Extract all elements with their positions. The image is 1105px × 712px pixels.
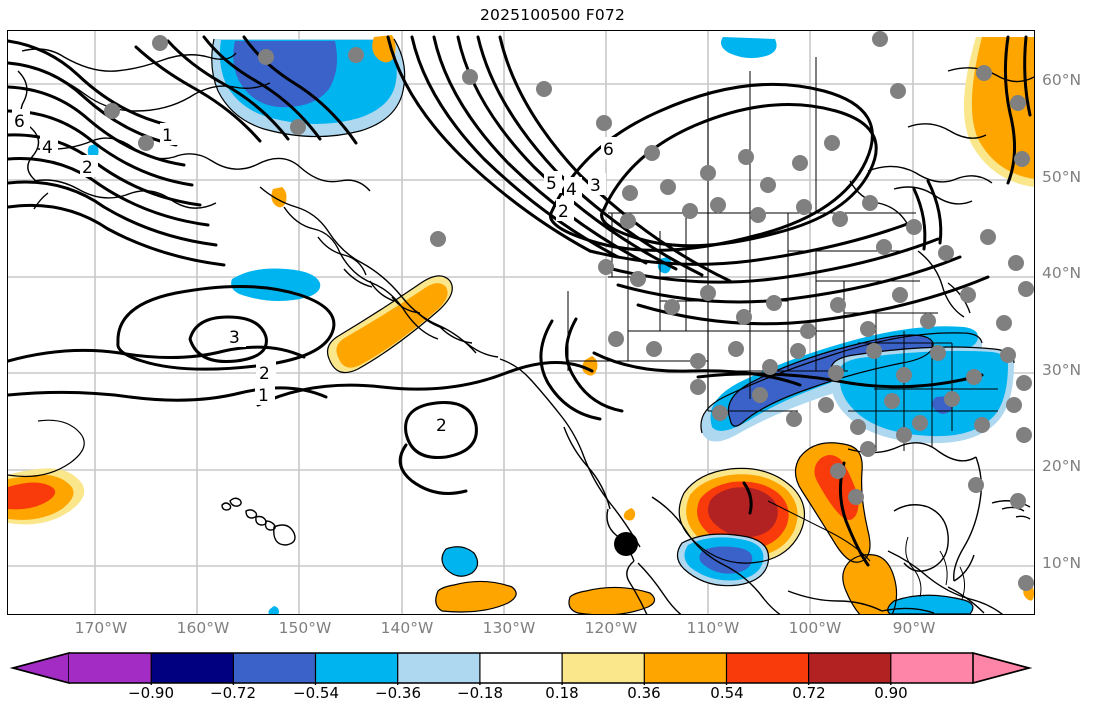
contour-label-3b: 3 [590, 176, 601, 196]
lon-label-110w: 110°W [686, 619, 740, 637]
contour-label-6b: 6 [603, 140, 614, 160]
shade-gulfmex-red [814, 455, 859, 520]
contour-labels: 3 2 1 2 6 [12, 109, 619, 436]
contour-label-1b: 1 [162, 126, 173, 146]
shade-southeast-cyan [839, 350, 1008, 437]
cb-tick--0.18: −0.18 [457, 684, 503, 702]
cb-tick--0.36: −0.36 [375, 684, 421, 702]
colorbar-canvas [9, 651, 1033, 685]
lat-label-10n: 10°N [1042, 554, 1082, 572]
colorbar-over-arrow [972, 651, 1033, 685]
shade-itcz-orange-1 [435, 581, 517, 612]
shade-bering-blip [87, 144, 99, 159]
colorbar-tick-labels: −0.90 −0.72 −0.54 −0.36 −0.18 0.18 0.36 … [0, 684, 1105, 710]
station-markers [104, 31, 1034, 591]
contour-label-1a: 1 [258, 386, 269, 406]
colorbar-dividers [150, 653, 892, 683]
contour-label-4a: 4 [42, 138, 53, 158]
figure-title: 2025100500 F072 [479, 6, 626, 24]
lon-label-140w: 140°W [380, 619, 434, 637]
cb-tick-0.72: 0.72 [792, 684, 826, 702]
shade-farwest-red [8, 482, 56, 510]
lon-label-100w: 100°W [788, 619, 842, 637]
height-contours [8, 35, 1032, 567]
gridlines [8, 31, 1034, 614]
cb-tick--0.90: −0.90 [128, 684, 174, 702]
lon-label-170w: 170°W [74, 619, 128, 637]
colorbar-outline [9, 652, 1033, 684]
lat-label-50n: 50°N [1042, 168, 1082, 186]
coastlines [17, 48, 1034, 614]
lat-label-40n: 40°N [1042, 264, 1082, 282]
contour-label-6a: 6 [14, 112, 25, 132]
cb-tick-0.18: 0.18 [545, 684, 579, 702]
colorbar-segments [69, 653, 973, 683]
contour-label-2a: 2 [259, 364, 270, 384]
shade-gulf-tiny [1008, 52, 1022, 68]
lon-label-160w: 160°W [176, 619, 230, 637]
lon-label-120w: 120°W [584, 619, 638, 637]
colorbar-under-arrow [9, 651, 70, 685]
contour-label-5: 5 [546, 174, 557, 194]
shade-baja-darkred [708, 487, 778, 538]
shade-itcz-cyan-small [268, 606, 279, 614]
contour-label-2d: 2 [558, 202, 569, 222]
cb-tick-0.36: 0.36 [627, 684, 661, 702]
storm-center-marker[interactable] [614, 532, 638, 556]
shade-itcz-cyan-1 [442, 546, 478, 577]
cb-tick--0.54: −0.54 [293, 684, 339, 702]
contour-label-2b: 2 [436, 416, 447, 436]
colorbar[interactable] [7, 651, 1035, 685]
shade-itcz-orange-small [623, 508, 636, 521]
colorbar-tickmarks [150, 683, 892, 685]
shade-mexwest-orange [842, 554, 897, 614]
cb-tick-0.90: 0.90 [874, 684, 908, 702]
cb-tick--0.72: −0.72 [210, 684, 256, 702]
lat-label-60n: 60°N [1042, 71, 1082, 89]
shade-itcz-orange-2 [569, 587, 655, 614]
shade-cal-orange [582, 356, 598, 376]
anomaly-shading [8, 35, 1034, 614]
lon-label-90w: 90°W [892, 619, 936, 637]
cb-tick-0.54: 0.54 [710, 684, 744, 702]
map-canvas: 3 2 1 2 6 [8, 31, 1034, 614]
shade-camer-cyan [887, 595, 973, 614]
lon-label-130w: 130°W [482, 619, 536, 637]
lat-label-20n: 20°N [1042, 457, 1082, 475]
contour-label-3: 3 [229, 328, 240, 348]
lat-label-30n: 30°N [1042, 361, 1082, 379]
contour-label-2c: 2 [82, 158, 93, 178]
shade-gulfalaska-patch [721, 37, 777, 59]
map-panel[interactable]: 3 2 1 2 6 [7, 30, 1035, 615]
contour-label-4b: 4 [566, 180, 577, 200]
shade-cenpac-orange-core [336, 283, 448, 368]
lon-label-150w: 150°W [278, 619, 332, 637]
